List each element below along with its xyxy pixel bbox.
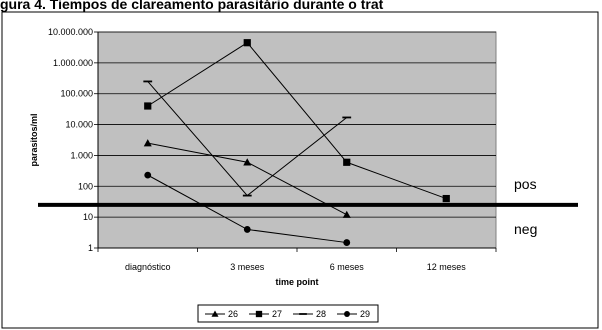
figure-caption: gura 4. Tiempos de clareamento parasitár… bbox=[0, 0, 384, 12]
triangle-marker bbox=[243, 158, 252, 166]
square-marker bbox=[243, 39, 251, 47]
legend-label: 26 bbox=[228, 309, 238, 319]
threshold-label-neg: neg bbox=[514, 221, 537, 237]
circle-marker bbox=[344, 311, 350, 317]
circle-marker bbox=[144, 171, 152, 179]
x-tick-label: 3 meses bbox=[230, 262, 265, 272]
series-27 bbox=[144, 39, 450, 203]
y-tick-label: 10.000.000 bbox=[48, 27, 93, 37]
series-26 bbox=[143, 139, 351, 218]
series-28 bbox=[143, 80, 352, 197]
y-tick-label: 10.000 bbox=[65, 120, 93, 130]
y-tick-label: 100.000 bbox=[60, 89, 93, 99]
legend: 26 27 28 29 bbox=[205, 309, 370, 319]
y-tick-label: 1.000 bbox=[70, 150, 93, 160]
series-line bbox=[147, 42, 447, 200]
legend-label: 28 bbox=[316, 309, 326, 319]
y-tick-label: 100 bbox=[78, 181, 93, 191]
triangle-marker bbox=[143, 139, 152, 147]
legend-item: 28 bbox=[293, 309, 326, 319]
triangle-marker bbox=[342, 210, 351, 218]
series-layer bbox=[143, 39, 450, 246]
x-tick-label: 12 meses bbox=[427, 262, 467, 272]
triangle-marker bbox=[211, 310, 219, 317]
legend-label: 29 bbox=[360, 309, 370, 319]
x-tick-labels: diagnóstico 3 meses 6 meses 12 meses bbox=[97, 248, 497, 272]
y-axis-title: parasitos/ml bbox=[29, 113, 39, 166]
x-tick-label: 6 meses bbox=[330, 262, 365, 272]
x-tick-label: diagnóstico bbox=[125, 262, 171, 272]
square-marker bbox=[343, 158, 351, 166]
y-tick-label: 1.000.000 bbox=[53, 58, 93, 68]
plot-area bbox=[97, 31, 497, 249]
y-tick-label: 1 bbox=[88, 243, 93, 253]
square-marker bbox=[255, 310, 263, 318]
legend-label: 27 bbox=[272, 309, 282, 319]
square-marker bbox=[442, 194, 450, 203]
circle-marker bbox=[343, 239, 351, 246]
y-tick-label: 10 bbox=[83, 212, 93, 222]
series-29 bbox=[144, 171, 351, 246]
threshold-label-pos: pos bbox=[514, 176, 537, 192]
legend-item: 29 bbox=[337, 309, 370, 319]
legend-box bbox=[197, 304, 379, 323]
x-axis-title: time point bbox=[276, 277, 319, 287]
y-tick-labels: 1 10 100 1.000 10.000 100.000 1.000.000 10.000.… bbox=[48, 27, 93, 253]
legend-item: 26 bbox=[205, 309, 238, 319]
circle-marker bbox=[243, 226, 251, 233]
square-marker bbox=[144, 102, 152, 110]
legend-item: 27 bbox=[249, 309, 282, 319]
